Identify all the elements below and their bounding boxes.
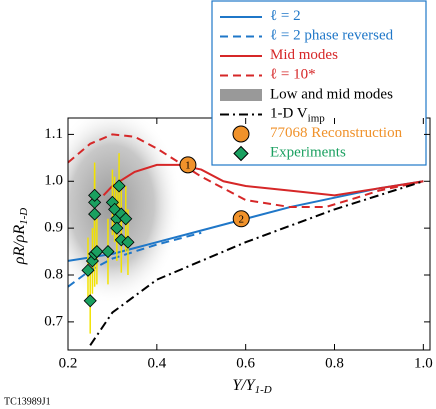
point — [110, 221, 124, 235]
point — [112, 179, 126, 193]
line-series — [89, 180, 424, 346]
point — [101, 245, 115, 259]
point — [88, 188, 102, 202]
point — [114, 233, 128, 247]
x-tick-label: 0.2 — [59, 355, 78, 371]
legend-swatch — [232, 125, 250, 143]
legend-label: Mid modes — [270, 47, 338, 63]
y-tick-label: 1.1 — [44, 126, 63, 142]
legend-name-sub: imp — [308, 112, 326, 124]
point-label: 2 — [238, 213, 244, 225]
point — [83, 294, 97, 308]
line-series — [68, 231, 202, 288]
point — [121, 235, 135, 249]
x-tick-label: 1.0 — [414, 355, 433, 371]
x-tick-label: 0.6 — [236, 355, 255, 371]
footnote: TC13989J1 — [4, 396, 51, 407]
point — [90, 245, 104, 259]
point — [85, 254, 99, 268]
x-axis-label: Y/Y1-D — [232, 377, 271, 396]
y-tick-label: 1.0 — [44, 173, 63, 189]
point — [179, 156, 197, 174]
legend-label: Experiments — [270, 145, 346, 161]
point-label: 1 — [185, 159, 191, 171]
legend-name: 1-D V — [270, 106, 308, 122]
legend-name: ℓ = 10* — [270, 67, 316, 83]
legend-name: ℓ = 2 — [270, 8, 301, 24]
legend-name: ℓ = 2 phase reversed — [270, 28, 394, 44]
legend-label: ℓ = 10* — [270, 67, 316, 83]
legend-name: Experiments — [270, 145, 346, 161]
point — [88, 207, 102, 221]
x-tick-label: 0.8 — [325, 355, 344, 371]
point — [81, 263, 95, 277]
y-axis-label: ρR/ρR1-D — [11, 208, 30, 266]
legend-name: 77068 Reconstruction — [270, 125, 403, 141]
legend-name: Mid modes — [270, 47, 338, 63]
y-tick-label: 0.9 — [44, 220, 63, 236]
legend-label: 77068 Reconstruction — [270, 125, 403, 141]
legend-label: 1-D Vimp — [270, 106, 325, 124]
legend-swatch — [233, 145, 249, 162]
y-tick-label: 0.7 — [44, 313, 63, 329]
legend-swatch — [220, 89, 262, 101]
legend-label: Low and mid modes — [270, 86, 393, 102]
legend-label: ℓ = 2 — [270, 8, 301, 24]
line-series — [102, 163, 424, 197]
point — [88, 195, 102, 209]
point — [119, 212, 133, 226]
y-tick-label: 0.8 — [44, 266, 63, 282]
legend-label: ℓ = 2 phase reversed — [270, 28, 394, 44]
x-tick-label: 0.4 — [147, 355, 166, 371]
point — [232, 210, 250, 228]
